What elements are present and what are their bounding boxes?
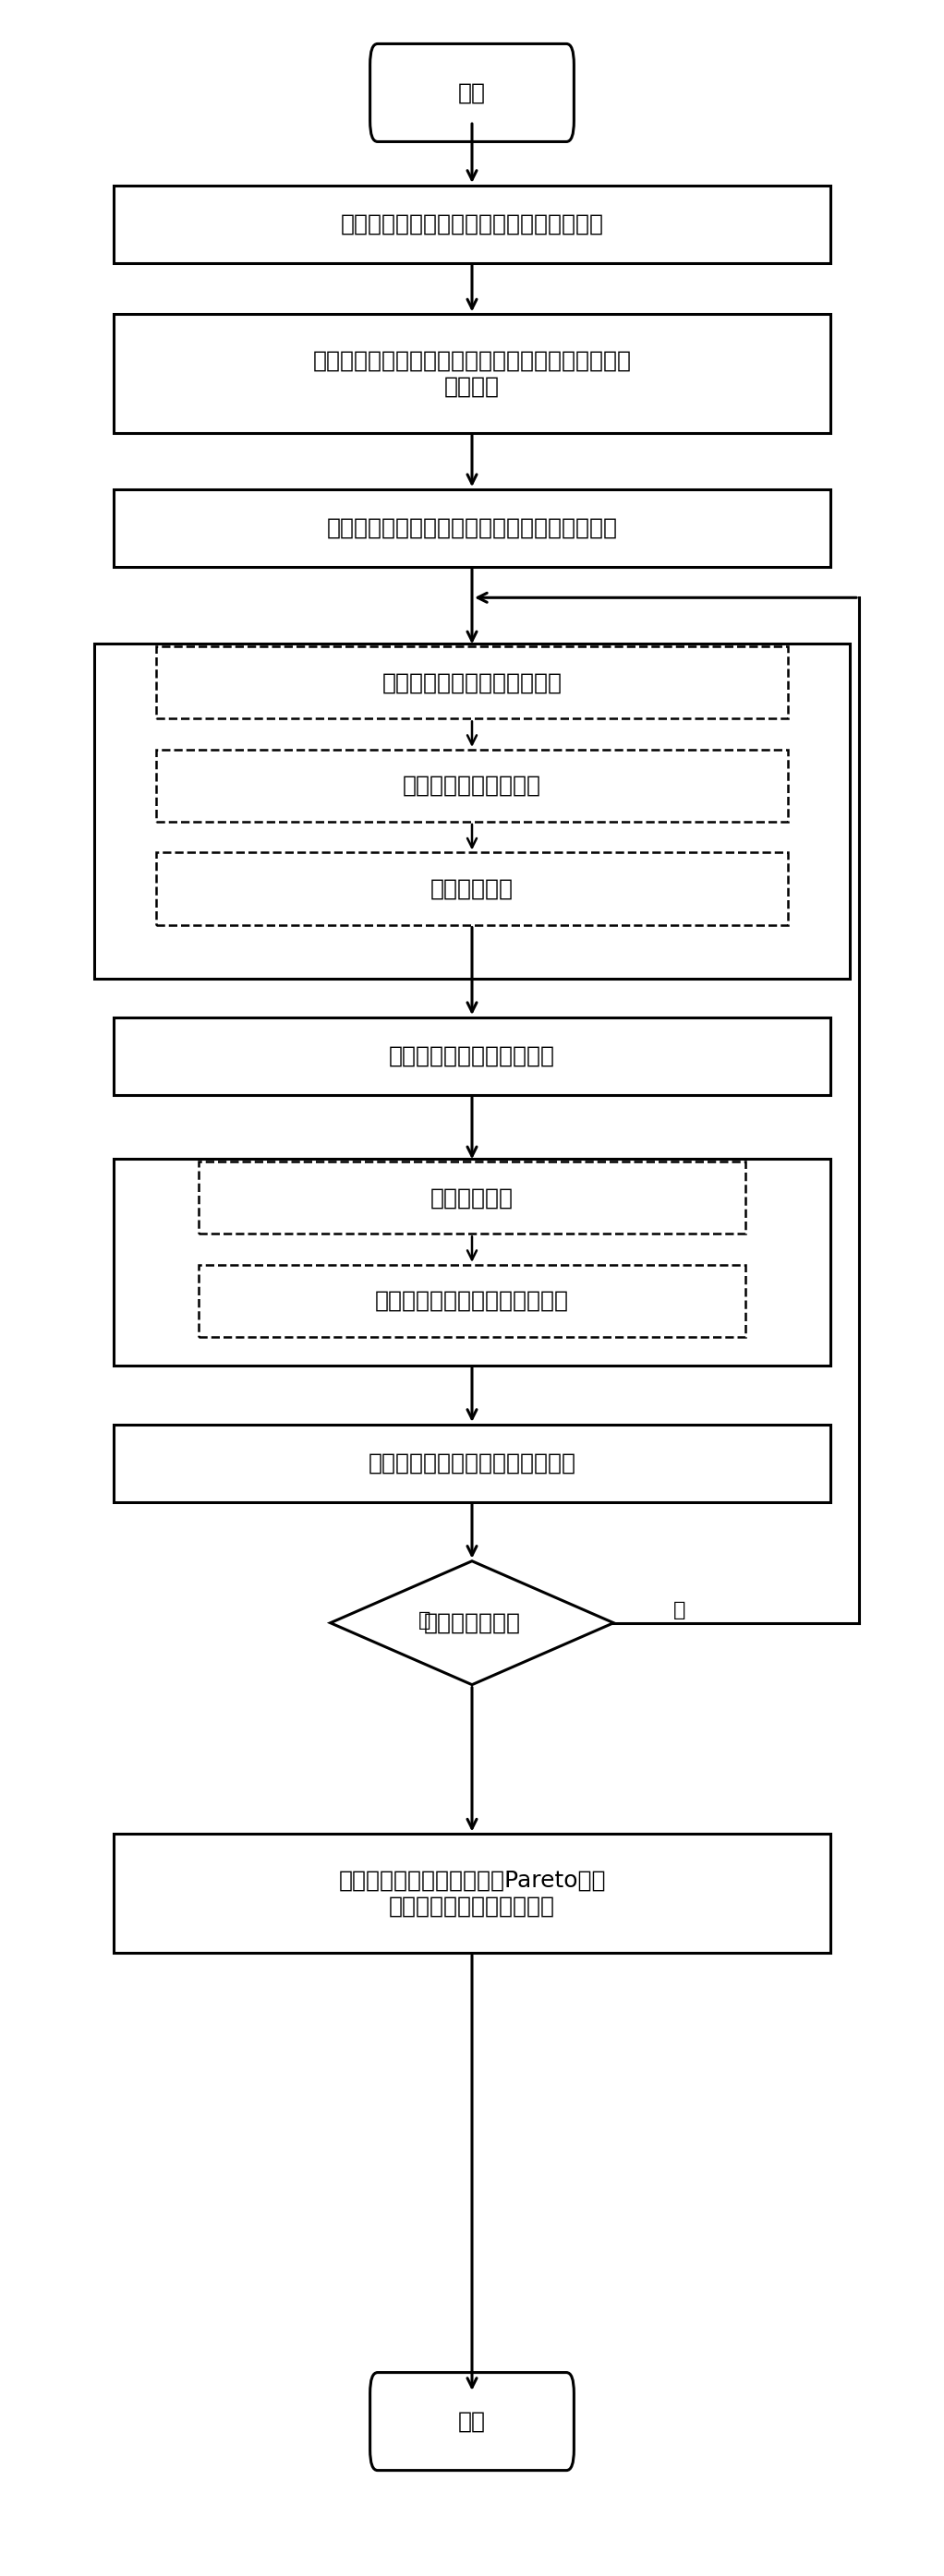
Text: 计算种群中蚂蚁的适应度值: 计算种群中蚂蚁的适应度值	[389, 1046, 555, 1066]
Bar	[94, 644, 850, 979]
Bar	[113, 1425, 831, 1502]
Text: 初始化蚂蚁种群和蚁狮种群，确定蚁狮多目标优化的
迭代次数: 初始化蚂蚁种群和蚁狮种群，确定蚁狮多目标优化的 迭代次数	[312, 350, 632, 397]
FancyBboxPatch shape	[370, 2372, 574, 2470]
Text: 更新存储空间: 更新存储空间	[430, 1188, 514, 1208]
Text: 结束: 结束	[458, 2411, 486, 2432]
Bar	[156, 853, 788, 925]
Text: 更新蚁狮的位置和精英蚁狮的位置: 更新蚁狮的位置和精英蚁狮的位置	[368, 1453, 576, 1473]
Bar	[156, 750, 788, 822]
Text: 确立雷达通信一体化波形设计的适应度函数: 确立雷达通信一体化波形设计的适应度函数	[341, 214, 603, 234]
Bar	[113, 185, 831, 263]
Text: 从存储空间中随机选取一组Pareto最优
解作为一体化波形设计参数: 从存储空间中随机选取一组Pareto最优 解作为一体化波形设计参数	[338, 1870, 606, 1917]
Text: 否: 否	[673, 1600, 686, 1620]
Text: 蚂蚁落入蚁狮陷阱，行走受限: 蚂蚁落入蚁狮陷阱，行走受限	[382, 672, 562, 693]
FancyBboxPatch shape	[370, 44, 574, 142]
Bar	[113, 314, 831, 433]
Text: 开始: 开始	[458, 82, 486, 103]
Bar	[198, 1162, 746, 1234]
Text: 蚂蚁围绕精英蚁狮行走: 蚂蚁围绕精英蚁狮行走	[403, 775, 541, 796]
Bar	[156, 647, 788, 719]
Polygon shape	[330, 1561, 614, 1685]
Bar	[198, 1265, 746, 1337]
Bar	[113, 1018, 831, 1095]
Bar	[113, 489, 831, 567]
Text: 初始化各蚂蚁的适应度值，初始化精英蚁狮位置: 初始化各蚂蚁的适应度值，初始化精英蚁狮位置	[327, 518, 617, 538]
Bar	[113, 1159, 831, 1365]
Text: 满足终止标准？: 满足终止标准？	[424, 1613, 520, 1633]
Text: 是: 是	[418, 1610, 431, 1631]
Bar	[113, 1834, 831, 1953]
Text: 更新蚂蚁位置: 更新蚂蚁位置	[430, 878, 514, 899]
Text: 对超出存储空间的情况进行处理: 对超出存储空间的情况进行处理	[375, 1291, 569, 1311]
